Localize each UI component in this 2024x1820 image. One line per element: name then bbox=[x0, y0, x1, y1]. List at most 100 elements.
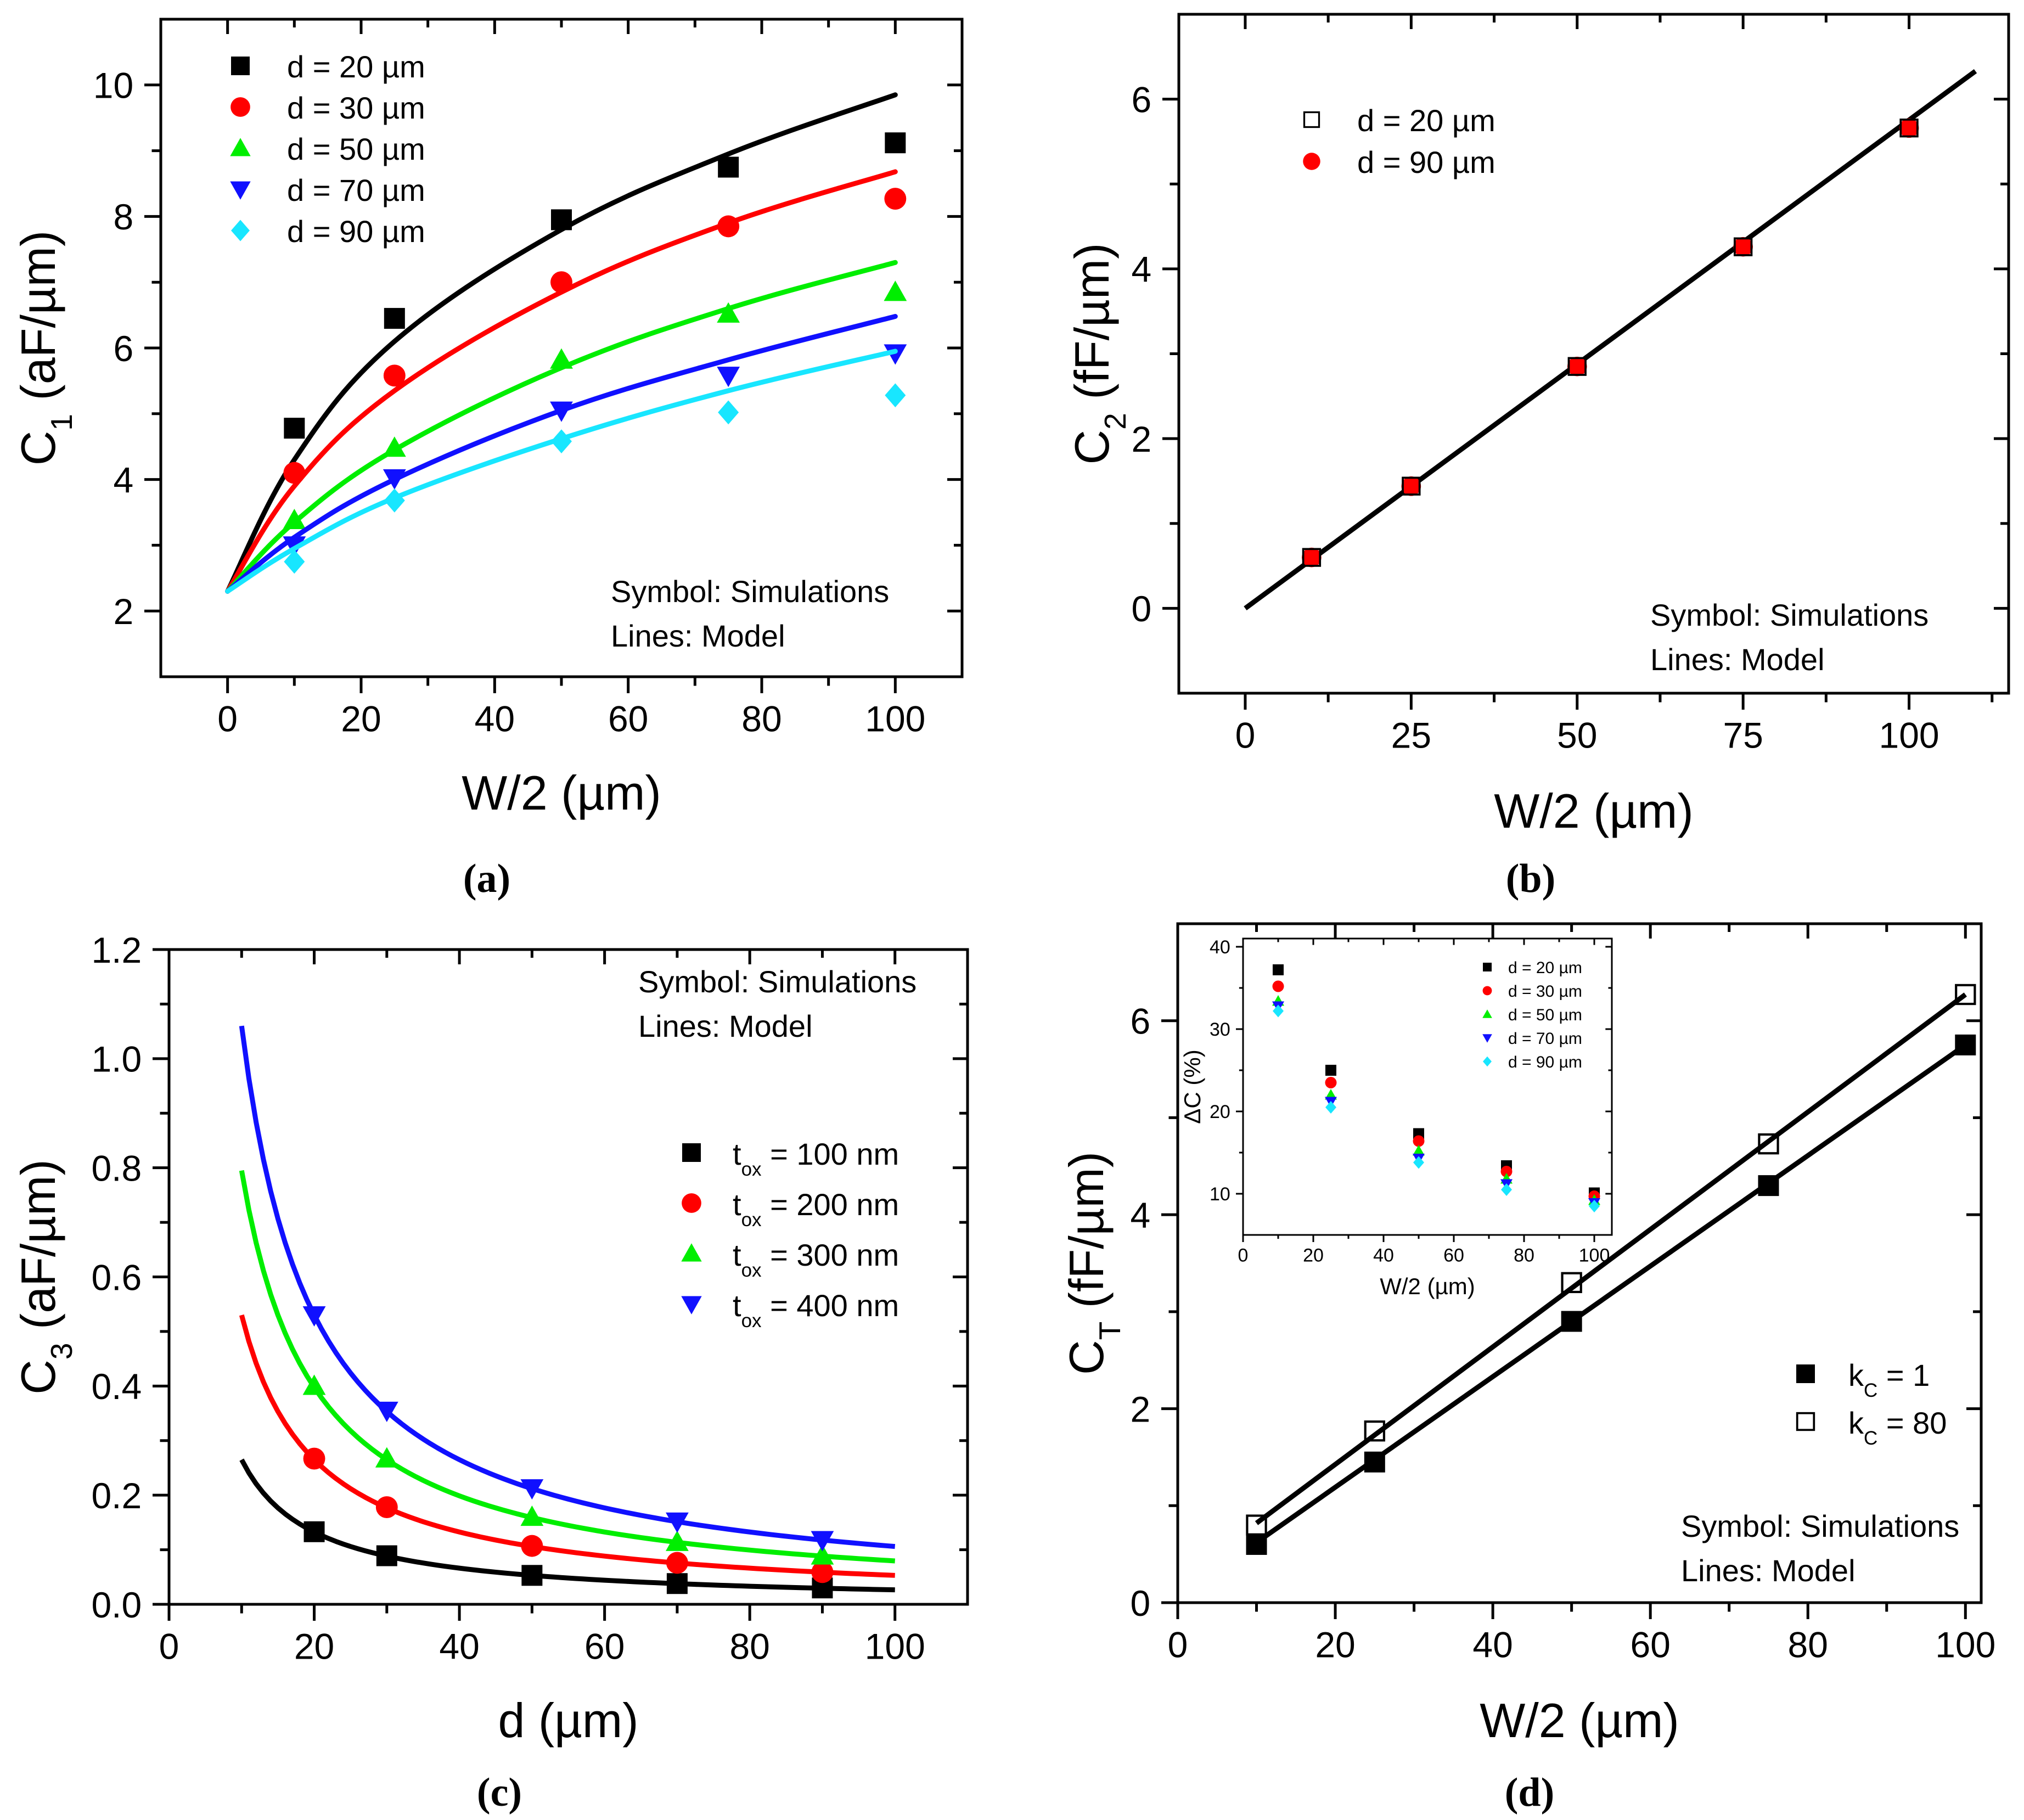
legend-marker bbox=[681, 1243, 702, 1262]
x-tick-label: 80 bbox=[1514, 1245, 1534, 1266]
legend-label: d = 50 µm bbox=[287, 132, 425, 166]
annotation-lines: Lines: Model bbox=[1681, 1553, 1856, 1588]
data-point bbox=[1733, 237, 1753, 257]
x-tick-label: 60 bbox=[584, 1626, 625, 1666]
data-point bbox=[1364, 1451, 1385, 1473]
x-tick-label: 100 bbox=[865, 1626, 925, 1666]
x-tick-label: 0 bbox=[1168, 1624, 1188, 1665]
x-tick-label: 20 bbox=[1303, 1245, 1324, 1266]
y-tick-label: 0.0 bbox=[91, 1585, 142, 1625]
data-point bbox=[718, 400, 739, 425]
model-line-3 bbox=[239, 1170, 895, 1564]
panel-b: 0 25 50 75 100 0 2 4 6 W/2 (µm) C2 (fF/µm) (b) Symbo… bbox=[1065, 13, 2010, 901]
data-point bbox=[1899, 118, 1919, 138]
inset-legend-label: d = 50 µm bbox=[1508, 1006, 1582, 1024]
data-point bbox=[717, 367, 740, 387]
y-tick-label: 8 bbox=[113, 196, 133, 237]
data-point bbox=[1899, 119, 1919, 138]
data-point bbox=[717, 302, 740, 323]
y-tick-label: 0 bbox=[1130, 1583, 1150, 1624]
y-tick-label: 1.2 bbox=[91, 930, 142, 970]
data-point bbox=[550, 348, 573, 369]
y-axis-label: C3 (aF/µm) bbox=[11, 1159, 78, 1394]
data-point bbox=[811, 1531, 834, 1552]
x-axis-label: W/2 (µm) bbox=[1494, 784, 1694, 838]
legend-label: d = 90 µm bbox=[1357, 145, 1495, 179]
y-tick-label: 0.4 bbox=[91, 1366, 142, 1407]
legend-marker bbox=[230, 181, 251, 200]
data-point bbox=[1955, 984, 1976, 1006]
x-tick-label: 40 bbox=[1472, 1624, 1513, 1665]
x-tick-label: 0 bbox=[1235, 715, 1256, 755]
model-line-3 bbox=[225, 260, 898, 594]
model-line bbox=[1244, 69, 1977, 611]
data-point bbox=[375, 1401, 398, 1422]
data-point bbox=[666, 1530, 689, 1551]
data-point bbox=[284, 549, 305, 574]
data-point bbox=[1302, 547, 1322, 568]
x-tick-label: 100 bbox=[1935, 1624, 1995, 1665]
data-point bbox=[284, 418, 305, 439]
annotation-symbol: Symbol: Simulations bbox=[1681, 1509, 1959, 1543]
x-tick-label: 20 bbox=[341, 698, 381, 739]
inset-legend-label: d = 70 µm bbox=[1508, 1030, 1582, 1048]
annotation-symbol: Symbol: Simulations bbox=[1650, 598, 1929, 632]
data-point bbox=[811, 1544, 834, 1565]
x-tick-label: 20 bbox=[294, 1626, 334, 1666]
y-tick-label: 2 bbox=[1130, 1389, 1150, 1429]
x-axis-label: W/2 (µm) bbox=[1480, 1693, 1679, 1748]
data-point bbox=[375, 1496, 398, 1518]
y-tick-label: 0 bbox=[1131, 588, 1151, 629]
y-axis-label: CT (fF/µm) bbox=[1059, 1151, 1127, 1375]
annotation-lines: Lines: Model bbox=[638, 1009, 813, 1043]
data-point bbox=[1364, 1420, 1386, 1442]
legend-marker bbox=[1796, 1364, 1815, 1383]
legend-marker bbox=[682, 1193, 701, 1213]
data-point bbox=[520, 1479, 544, 1500]
x-axis-label: d (µm) bbox=[498, 1693, 638, 1748]
legend-marker bbox=[1796, 1412, 1815, 1431]
model-line-2 bbox=[225, 169, 898, 594]
legend-marker bbox=[231, 220, 250, 241]
legend-label: d = 20 µm bbox=[287, 49, 425, 84]
data-point bbox=[884, 280, 907, 301]
x-tick-label: 0 bbox=[1238, 1245, 1249, 1266]
data-point bbox=[383, 364, 406, 387]
data-point bbox=[302, 1374, 326, 1395]
plot-frame bbox=[1176, 922, 1983, 1604]
data-point bbox=[1561, 1311, 1582, 1332]
legend-marker bbox=[230, 138, 251, 156]
data-point bbox=[666, 1552, 688, 1574]
y-tick-label: 0.6 bbox=[91, 1257, 142, 1297]
legend-marker bbox=[1303, 111, 1320, 128]
inset-legend-marker bbox=[1482, 1009, 1492, 1018]
inset-data-point bbox=[1413, 1135, 1425, 1147]
data-point bbox=[303, 1521, 325, 1542]
inset-data-point bbox=[1273, 1004, 1284, 1018]
x-tick-label: 20 bbox=[1315, 1624, 1355, 1665]
data-point bbox=[1561, 1272, 1582, 1294]
data-point bbox=[521, 1565, 543, 1586]
model-line-1 bbox=[239, 1458, 895, 1593]
y-tick-label: 40 bbox=[1210, 937, 1230, 958]
x-tick-label: 100 bbox=[1879, 715, 1939, 755]
legend-label: kC = 80 bbox=[1848, 1406, 1947, 1449]
data-point bbox=[884, 344, 907, 365]
model-line-4 bbox=[239, 1025, 896, 1549]
plot-frame bbox=[167, 948, 969, 1606]
data-point bbox=[811, 1561, 834, 1583]
x-tick-label: 60 bbox=[1630, 1624, 1670, 1665]
y-tick-label: 4 bbox=[1130, 1195, 1150, 1235]
data-point bbox=[521, 1535, 543, 1557]
data-point bbox=[302, 1306, 326, 1327]
data-point bbox=[1567, 356, 1587, 377]
data-point bbox=[1758, 1133, 1779, 1155]
legend-label: kC = 1 bbox=[1848, 1358, 1930, 1401]
x-tick-label: 25 bbox=[1391, 715, 1431, 755]
annotation-symbol: Symbol: Simulations bbox=[611, 574, 889, 609]
y-tick-label: 2 bbox=[1131, 419, 1151, 459]
y-tick-label: 10 bbox=[1210, 1184, 1230, 1205]
inset-data-point bbox=[1325, 1077, 1337, 1088]
data-point bbox=[283, 462, 306, 484]
